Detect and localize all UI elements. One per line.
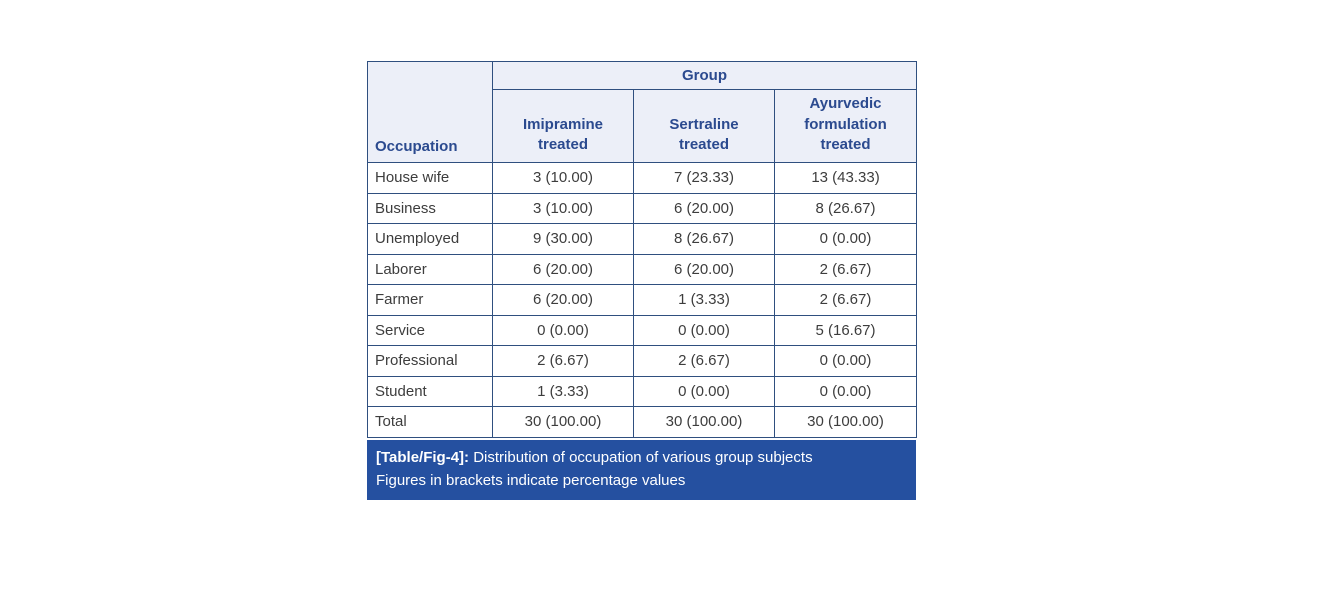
table-row: Service 0 (0.00) 0 (0.00) 5 (16.67) [367, 314, 918, 346]
occupation-cell: Professional [367, 345, 493, 377]
value-cell: 2 (6.67) [633, 345, 775, 377]
value-cell: 2 (6.67) [773, 284, 918, 316]
occupation-cell: Service [367, 314, 493, 346]
table-caption: [Table/Fig-4]: Distribution of occupatio… [367, 439, 916, 500]
occupation-column-header: Occupation [367, 61, 493, 163]
value-cell: 8 (26.67) [773, 192, 918, 224]
table-row: Business 3 (10.00) 6 (20.00) 8 (26.67) [367, 192, 918, 224]
table-row: House wife 3 (10.00) 7 (23.33) 13 (43.33… [367, 162, 918, 194]
value-cell: 9 (30.00) [492, 223, 634, 255]
table-row: Student 1 (3.33) 0 (0.00) 0 (0.00) [367, 375, 918, 407]
caption-text: Distribution of occupation of various gr… [469, 448, 813, 466]
value-cell: 0 (0.00) [492, 314, 634, 346]
value-cell: 30 (100.00) [633, 406, 775, 438]
value-cell: 2 (6.67) [773, 253, 918, 285]
group-header-row: Occupation Group [367, 61, 918, 163]
value-cell: 8 (26.67) [633, 223, 775, 255]
table-row-total: Total 30 (100.00) 30 (100.00) 30 (100.00… [367, 406, 918, 438]
column-header-imipramine: Imipramine treated [492, 89, 634, 163]
value-cell: 5 (16.67) [773, 314, 918, 346]
value-cell: 13 (43.33) [773, 162, 918, 194]
occupation-distribution-table: Occupation Group Imipramine treated Sert… [367, 61, 918, 438]
caption-line-1: [Table/Fig-4]: Distribution of occupatio… [376, 446, 907, 469]
value-cell: 0 (0.00) [773, 345, 918, 377]
column-header-sertraline: Sertraline treated [633, 89, 775, 163]
table-row: Unemployed 9 (30.00) 8 (26.67) 0 (0.00) [367, 223, 918, 255]
value-cell: 1 (3.33) [492, 375, 634, 407]
value-cell: 30 (100.00) [773, 406, 918, 438]
occupation-cell: House wife [367, 162, 493, 194]
value-cell: 2 (6.67) [492, 345, 634, 377]
value-cell: 7 (23.33) [633, 162, 775, 194]
value-cell: 0 (0.00) [773, 375, 918, 407]
value-cell: 0 (0.00) [773, 223, 918, 255]
occupation-cell: Total [367, 406, 493, 438]
value-cell: 30 (100.00) [492, 406, 634, 438]
caption-tag: [Table/Fig-4]: [376, 448, 470, 466]
occupation-cell: Student [367, 375, 493, 407]
occupation-cell: Farmer [367, 284, 493, 316]
value-cell: 6 (20.00) [633, 192, 775, 224]
occupation-cell: Business [367, 192, 493, 224]
value-cell: 0 (0.00) [633, 314, 775, 346]
caption-line-2: Figures in brackets indicate percentage … [376, 471, 686, 489]
column-header-ayurvedic: Ayurvedic formulation treated [773, 89, 918, 163]
table-row: Farmer 6 (20.00) 1 (3.33) 2 (6.67) [367, 284, 918, 316]
column-header-row: Imipramine treated Sertraline treated Ay… [368, 89, 918, 163]
value-cell: 6 (20.00) [492, 253, 634, 285]
value-cell: 0 (0.00) [633, 375, 775, 407]
table-figure: Occupation Group Imipramine treated Sert… [367, 61, 918, 500]
table-row: Laborer 6 (20.00) 6 (20.00) 2 (6.67) [367, 253, 918, 285]
value-cell: 6 (20.00) [492, 284, 634, 316]
value-cell: 3 (10.00) [492, 162, 634, 194]
occupation-cell: Laborer [367, 253, 493, 285]
table-row: Professional 2 (6.67) 2 (6.67) 0 (0.00) [367, 345, 918, 377]
occupation-cell: Unemployed [367, 223, 493, 255]
value-cell: 6 (20.00) [633, 253, 775, 285]
value-cell: 1 (3.33) [633, 284, 775, 316]
value-cell: 3 (10.00) [492, 192, 634, 224]
group-header-cell: Group [491, 61, 918, 90]
